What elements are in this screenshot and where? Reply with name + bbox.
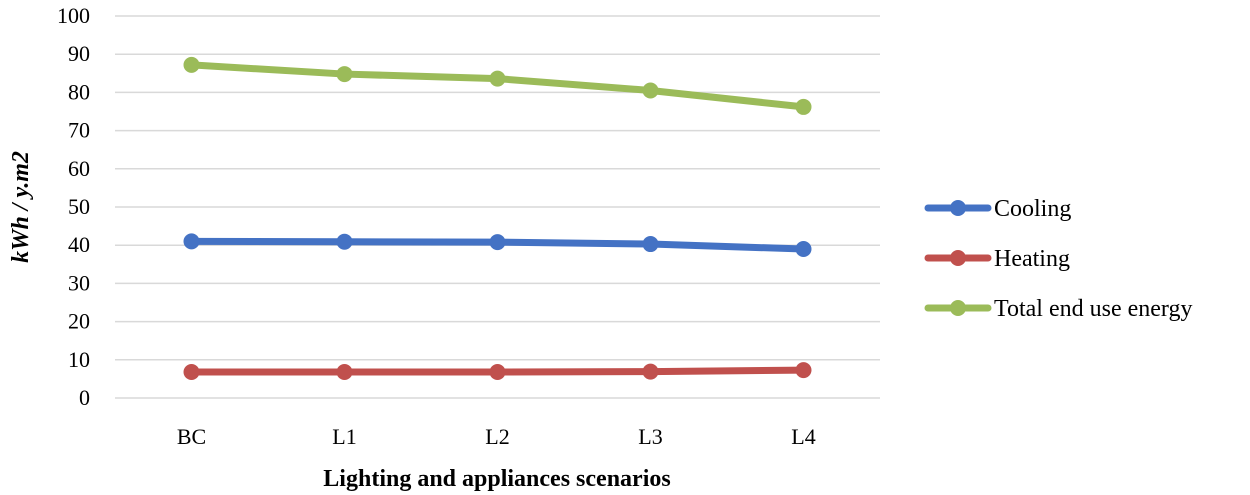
data-point-total-end-use-energy <box>795 98 812 115</box>
y-tick-label: 30 <box>68 270 90 295</box>
data-point-cooling <box>336 233 353 250</box>
x-tick-label: BC <box>177 424 206 449</box>
y-axis-title: kWh / y.m2 <box>8 151 34 263</box>
legend-label: Heating <box>994 246 1070 272</box>
legend-label: Cooling <box>994 196 1071 222</box>
data-point-cooling <box>795 241 812 258</box>
data-point-cooling <box>183 233 200 250</box>
data-point-total-end-use-energy <box>336 66 353 83</box>
legend-swatch-marker <box>950 250 966 266</box>
x-tick-label: L4 <box>791 424 815 449</box>
data-point-total-end-use-energy <box>183 56 200 73</box>
series-cooling <box>183 233 812 258</box>
data-point-heating <box>642 363 659 380</box>
data-point-total-end-use-energy <box>489 70 506 87</box>
data-point-heating <box>489 364 506 381</box>
legend-item-heating: Heating <box>924 246 1070 272</box>
legend-item-cooling: Cooling <box>924 196 1071 222</box>
y-tick-label: 10 <box>68 347 90 372</box>
data-point-total-end-use-energy <box>642 82 659 99</box>
y-tick-label: 40 <box>68 232 90 257</box>
legend-swatch-marker <box>950 200 966 216</box>
x-axis-title: Lighting and appliances scenarios <box>323 466 670 492</box>
y-tick-label: 80 <box>68 79 90 104</box>
x-axis-ticks: BC L1 L2 L3 L4 <box>177 424 816 449</box>
x-tick-label: L2 <box>485 424 509 449</box>
y-tick-label: 90 <box>68 41 90 66</box>
series-heating <box>183 362 812 381</box>
x-tick-label: L3 <box>638 424 662 449</box>
y-axis-ticks: 0 10 20 30 40 50 60 70 80 90 100 <box>57 3 90 410</box>
x-tick-label: L1 <box>332 424 356 449</box>
data-point-heating <box>336 364 353 381</box>
y-tick-label: 50 <box>68 194 90 219</box>
series-total-end-use-energy <box>183 56 812 115</box>
y-tick-label: 0 <box>79 385 90 410</box>
series-lines <box>183 56 812 381</box>
y-tick-label: 20 <box>68 309 90 334</box>
legend-label: Total end use energy <box>994 296 1192 322</box>
data-point-heating <box>183 364 200 381</box>
legend-item-total-end-use-energy: Total end use energy <box>924 296 1192 322</box>
y-tick-label: 100 <box>57 3 90 28</box>
y-tick-label: 70 <box>68 118 90 143</box>
legend: Cooling Heating Total end use energy <box>924 196 1192 322</box>
y-tick-label: 60 <box>68 156 90 181</box>
data-point-cooling <box>642 236 659 253</box>
data-point-heating <box>795 362 812 379</box>
data-point-cooling <box>489 234 506 251</box>
legend-swatch-marker <box>950 300 966 316</box>
